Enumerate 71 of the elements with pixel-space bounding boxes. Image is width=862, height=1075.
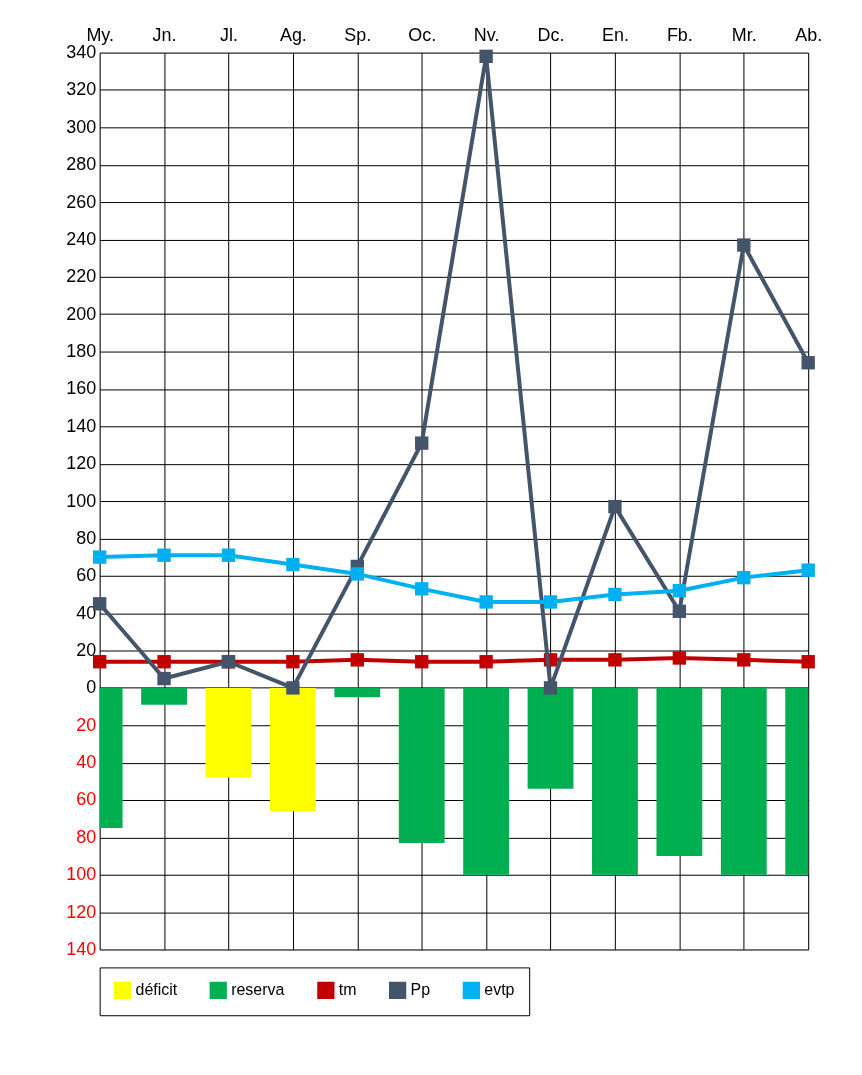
legend-label: tm xyxy=(338,981,357,999)
point xyxy=(415,655,429,669)
point xyxy=(608,587,622,602)
point xyxy=(286,655,300,669)
y-tick-label: 100 xyxy=(66,490,97,511)
x-tick-label: Sp. xyxy=(344,25,372,46)
x-tick-label: Dc. xyxy=(537,25,565,46)
y-tick-label: 180 xyxy=(66,341,97,362)
point xyxy=(350,567,364,581)
y-tick-label: 280 xyxy=(66,154,97,175)
y-tick-label: 260 xyxy=(66,191,97,212)
point xyxy=(543,681,558,695)
point xyxy=(479,49,493,64)
point xyxy=(350,653,364,667)
legend-label: evtp xyxy=(484,981,515,999)
y-tick-label: 80 xyxy=(76,527,97,548)
x-tick-label: Ab. xyxy=(795,25,823,46)
x-tick-label: Mr. xyxy=(731,25,757,46)
y-tick-label: 40 xyxy=(76,752,97,773)
y-tick-label: 320 xyxy=(66,79,97,100)
point xyxy=(415,436,429,450)
point xyxy=(92,655,107,669)
point xyxy=(415,582,429,596)
point xyxy=(801,563,815,577)
point xyxy=(672,584,687,598)
y-tick-label: 240 xyxy=(66,228,97,249)
point xyxy=(737,238,751,252)
y-tick-label: 60 xyxy=(76,565,97,586)
y-tick-label: 60 xyxy=(76,789,97,810)
point xyxy=(608,653,622,667)
point xyxy=(608,499,622,514)
point xyxy=(801,655,815,669)
y-tick-label: 140 xyxy=(66,415,97,436)
point xyxy=(286,557,300,572)
point xyxy=(286,681,300,695)
legend-label: Pp xyxy=(410,981,431,999)
y-tick-label: 300 xyxy=(66,116,97,137)
point xyxy=(737,570,751,585)
x-tick-label: Ag. xyxy=(279,25,307,46)
y-tick-label: 140 xyxy=(66,938,97,959)
y-tick-label: 20 xyxy=(76,640,97,660)
legend-label: déficit xyxy=(135,981,178,999)
y-tick-label: 220 xyxy=(66,266,97,287)
point xyxy=(92,550,107,564)
x-tick-label: Jn. xyxy=(152,25,177,46)
y-tick-label: 80 xyxy=(76,826,97,847)
x-tick-label: En. xyxy=(602,25,629,46)
point xyxy=(157,655,171,669)
point xyxy=(157,671,171,686)
y-tick-label: 120 xyxy=(66,453,97,474)
x-tick-label: Nv. xyxy=(473,25,500,46)
point xyxy=(543,595,558,609)
point xyxy=(801,356,815,370)
point xyxy=(221,548,236,562)
point xyxy=(479,595,493,609)
y-tick-label: 120 xyxy=(66,901,97,922)
x-tick-label: Oc. xyxy=(408,25,437,46)
point xyxy=(672,604,687,618)
y-tick-label: 160 xyxy=(66,378,97,399)
point xyxy=(479,655,493,669)
y-tick-label: 0 xyxy=(86,677,97,698)
x-tick-label: Jl. xyxy=(220,25,238,46)
legend-label: reserva xyxy=(231,981,285,999)
point xyxy=(672,651,687,665)
y-tick-label: 40 xyxy=(76,602,97,623)
x-tick-label: Fb. xyxy=(666,25,693,46)
y-tick-label: 100 xyxy=(66,864,97,885)
y-tick-label: 200 xyxy=(66,303,97,324)
point xyxy=(737,653,751,667)
point xyxy=(157,548,171,562)
y-tick-label: 20 xyxy=(76,714,97,735)
